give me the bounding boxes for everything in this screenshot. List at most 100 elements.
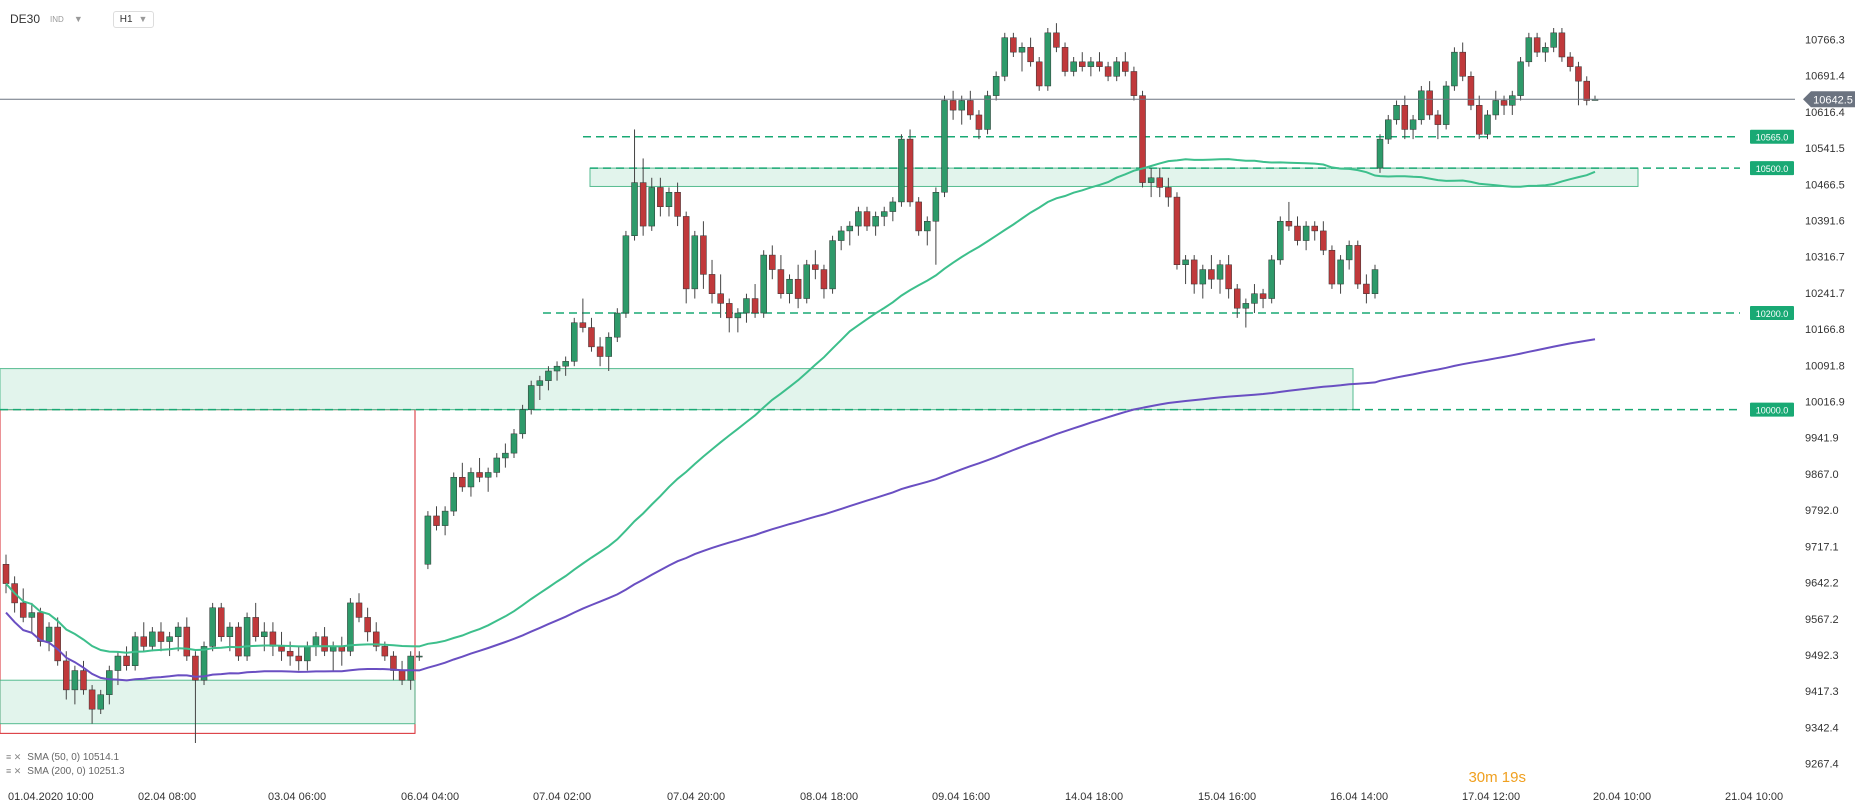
candle-body[interactable] — [949, 100, 957, 111]
candle-body[interactable] — [588, 327, 595, 348]
candle-body[interactable] — [1294, 225, 1301, 241]
candle-body[interactable] — [1328, 249, 1336, 285]
sma200-line[interactable] — [5, 338, 1596, 682]
candle-body[interactable] — [1442, 85, 1450, 125]
candle-body[interactable] — [398, 670, 406, 681]
candle-body[interactable] — [1251, 293, 1258, 304]
candle-body[interactable] — [1035, 61, 1043, 87]
candle-body[interactable] — [846, 225, 854, 232]
candle-body[interactable] — [261, 631, 268, 637]
candle-body[interactable] — [1434, 114, 1442, 125]
candle-body[interactable] — [347, 602, 354, 652]
candle-body[interactable] — [390, 655, 397, 671]
candle-body[interactable] — [1061, 47, 1069, 72]
candle-body[interactable] — [407, 655, 414, 681]
candle-body[interactable] — [364, 617, 371, 633]
candle-body[interactable] — [355, 602, 363, 618]
candle-body[interactable] — [760, 254, 767, 314]
legend-sma50[interactable]: ≡ ✕ SMA (50, 0) 10514.1 — [6, 752, 119, 763]
candle-body[interactable] — [192, 655, 199, 681]
candle-body[interactable] — [243, 617, 251, 657]
candle-body[interactable] — [1242, 303, 1250, 309]
candle-body[interactable] — [1566, 56, 1574, 67]
candle-body[interactable] — [743, 298, 750, 314]
candle-body[interactable] — [433, 515, 440, 526]
candle-body[interactable] — [837, 230, 845, 241]
candle-body[interactable] — [1376, 138, 1384, 169]
candle-body[interactable] — [1225, 264, 1232, 290]
candle-body[interactable] — [751, 298, 759, 314]
candle-body[interactable] — [1087, 61, 1095, 67]
lower-zone[interactable] — [0, 679, 416, 725]
candle-body[interactable] — [682, 216, 690, 290]
candle-body[interactable] — [502, 452, 509, 459]
candle-body[interactable] — [166, 636, 173, 642]
candle-body[interactable] — [889, 201, 897, 212]
candle-body[interactable] — [803, 264, 810, 299]
candle-body[interactable] — [1550, 32, 1557, 48]
candle-body[interactable] — [321, 636, 328, 652]
candle-body[interactable] — [1044, 32, 1052, 87]
candle-body[interactable] — [536, 380, 544, 386]
candle-body[interactable] — [1182, 259, 1189, 265]
candle-body[interactable] — [304, 646, 311, 662]
candle-body[interactable] — [140, 636, 148, 647]
candle-body[interactable] — [510, 433, 518, 454]
candle-body[interactable] — [665, 192, 673, 208]
candle-body[interactable] — [1113, 61, 1120, 77]
candle-body[interactable] — [123, 655, 130, 666]
candle-body[interactable] — [1426, 90, 1433, 116]
candle-body[interactable] — [1302, 225, 1310, 241]
candle-body[interactable] — [880, 211, 888, 217]
candle-body[interactable] — [174, 626, 182, 637]
candle-body[interactable] — [786, 278, 793, 294]
candle-body[interactable] — [717, 293, 724, 304]
candle-body[interactable] — [218, 607, 225, 637]
candle-body[interactable] — [1027, 47, 1034, 63]
candle-body[interactable] — [769, 254, 776, 270]
candle-body[interactable] — [571, 322, 578, 362]
candle-body[interactable] — [1492, 100, 1500, 116]
candle-body[interactable] — [467, 472, 475, 488]
candle-body[interactable] — [975, 114, 983, 130]
candle-body[interactable] — [157, 631, 165, 642]
candle-body[interactable] — [1233, 288, 1241, 309]
candle-body[interactable] — [1500, 100, 1508, 106]
candle-body[interactable] — [372, 631, 380, 647]
candle-body[interactable] — [1354, 245, 1362, 285]
candle-body[interactable] — [812, 264, 819, 270]
candle-body[interactable] — [1173, 196, 1181, 265]
candle-body[interactable] — [1208, 269, 1215, 280]
candle-body[interactable] — [1393, 105, 1400, 121]
candle-body[interactable] — [1147, 177, 1155, 183]
candle-body[interactable] — [639, 182, 647, 227]
candle-body[interactable] — [1371, 269, 1379, 294]
candle-body[interactable] — [493, 457, 501, 473]
candle-body[interactable] — [1418, 90, 1425, 121]
timeframe-selector[interactable]: H1 ▼ — [112, 10, 155, 28]
candle-body[interactable] — [63, 660, 70, 691]
candle-body[interactable] — [484, 472, 492, 478]
candle-body[interactable] — [1130, 71, 1138, 96]
candle-body[interactable] — [1216, 264, 1224, 280]
candle-body[interactable] — [967, 100, 974, 116]
candle-body[interactable] — [476, 472, 483, 478]
candle-body[interactable] — [820, 269, 828, 290]
candle-body[interactable] — [19, 602, 27, 618]
candle-body[interactable] — [1409, 119, 1417, 130]
candle-body[interactable] — [1139, 95, 1146, 183]
candle-body[interactable] — [932, 192, 940, 222]
candle-body[interactable] — [1451, 51, 1458, 87]
candle-body[interactable] — [226, 626, 234, 637]
candle-body[interactable] — [725, 303, 733, 319]
candle-body[interactable] — [1363, 283, 1370, 294]
candle-body[interactable] — [28, 612, 36, 618]
candle-body[interactable] — [459, 477, 466, 488]
candle-body[interactable] — [441, 510, 449, 526]
candle-body[interactable] — [777, 269, 785, 294]
candle-body[interactable] — [1018, 47, 1026, 53]
candle-body[interactable] — [657, 187, 664, 208]
candle-body[interactable] — [1525, 37, 1533, 63]
candle-body[interactable] — [700, 235, 707, 275]
